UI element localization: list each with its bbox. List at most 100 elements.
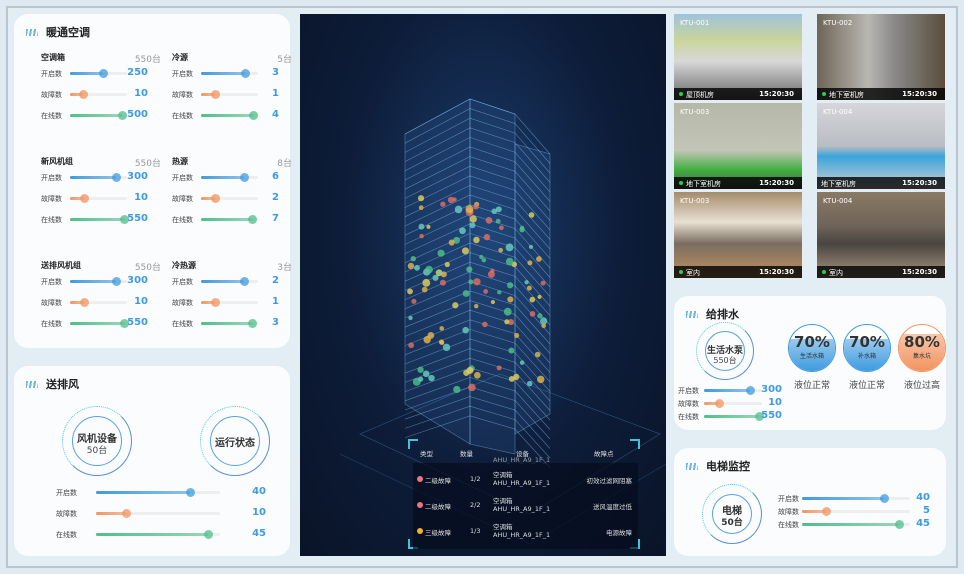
sensor-marker[interactable] [468, 383, 476, 392]
sensor-marker[interactable] [490, 299, 496, 305]
sensor-marker[interactable] [418, 376, 424, 382]
sensor-marker[interactable] [444, 261, 450, 268]
sensor-marker[interactable] [491, 208, 498, 215]
sensor-marker[interactable] [452, 197, 457, 202]
sensor-marker[interactable] [469, 215, 477, 223]
sensor-marker[interactable] [485, 216, 493, 224]
sensor-marker[interactable] [537, 375, 545, 384]
sensor-marker[interactable] [513, 373, 520, 381]
sensor-marker[interactable] [454, 205, 463, 214]
sensor-marker[interactable] [490, 268, 495, 274]
sensor-marker[interactable] [507, 318, 515, 326]
sensor-marker[interactable] [447, 196, 455, 204]
sensor-marker[interactable] [503, 307, 512, 316]
sensor-marker[interactable] [438, 339, 445, 345]
sensor-marker[interactable] [473, 371, 481, 379]
sensor-marker[interactable] [473, 303, 479, 309]
sensor-marker[interactable] [507, 296, 514, 303]
camera-feed[interactable]: KTU-003 地下室机房 15:20:30 [674, 103, 802, 189]
camera-feed[interactable]: KTU-001 屋顶机房 15:20:30 [674, 14, 802, 100]
sensor-marker[interactable] [483, 289, 489, 294]
sensor-marker[interactable] [526, 380, 533, 387]
sensor-marker[interactable] [453, 236, 461, 244]
sensor-marker[interactable] [408, 342, 415, 349]
sensor-marker[interactable] [498, 247, 504, 253]
sensor-marker[interactable] [541, 323, 547, 329]
camera-feed[interactable]: KTU-003 室内 15:20:30 [674, 192, 802, 278]
sensor-marker[interactable] [519, 360, 525, 365]
sensor-marker[interactable] [473, 236, 480, 244]
sensor-marker[interactable] [422, 278, 431, 287]
sensor-marker[interactable] [496, 365, 502, 371]
sensor-marker[interactable] [439, 279, 446, 286]
sensor-marker[interactable] [505, 257, 514, 266]
sensor-marker[interactable] [422, 370, 430, 378]
sensor-marker[interactable] [418, 223, 425, 230]
sensor-marker[interactable] [465, 205, 474, 214]
sensor-marker[interactable] [462, 326, 469, 334]
sensor-marker[interactable] [505, 243, 514, 252]
sensor-marker[interactable] [483, 233, 491, 241]
sensor-marker[interactable] [508, 376, 515, 382]
alarm-row[interactable]: 二级故障 1/2 空调箱 AHU_HR_A9_1F_1 初效过滤网阻塞 [413, 469, 638, 493]
sensor-marker[interactable] [417, 366, 424, 373]
sensor-marker[interactable] [459, 227, 466, 235]
sensor-marker[interactable] [507, 282, 514, 289]
sensor-marker[interactable] [473, 278, 481, 286]
alarm-row[interactable]: 二级故障 2/2 空调箱 AHU_HR_A9_1F_1 送风温度过低 [413, 495, 638, 519]
sensor-marker[interactable] [468, 279, 474, 285]
building-3d-view[interactable]: 类型 数量 设备 故障点 AHU_HR_A9_1F_1 二级故障 1/2 空调箱 AH… [300, 14, 666, 556]
sensor-marker[interactable] [439, 326, 445, 331]
building-model[interactable] [300, 14, 666, 556]
camera-feed[interactable]: KTU-004 地下室机房 15:20:30 [817, 103, 945, 189]
sensor-marker[interactable] [540, 280, 546, 286]
sensor-marker[interactable] [529, 296, 536, 303]
sensor-marker[interactable] [519, 226, 525, 233]
tank-gauge[interactable]: 80% 集水坑 [898, 324, 946, 372]
sensor-marker[interactable] [414, 264, 420, 271]
tank-gauge[interactable]: 70% 补水箱 [843, 324, 891, 372]
tank-gauge[interactable]: 70% 生活水箱 [788, 324, 836, 372]
sensor-marker[interactable] [461, 247, 470, 255]
sensor-marker[interactable] [466, 266, 473, 273]
sensor-marker[interactable] [442, 343, 451, 352]
alarm-row[interactable]: 三级故障 1/3 空调箱 AHU_HR_A9_1F_1 电源故障 [413, 521, 638, 545]
sensor-marker[interactable] [428, 374, 435, 382]
sensor-marker[interactable] [481, 257, 487, 263]
sensor-marker[interactable] [463, 369, 470, 376]
sensor-marker[interactable] [462, 290, 470, 297]
sensor-marker[interactable] [418, 205, 424, 211]
sensor-marker[interactable] [514, 333, 520, 339]
sensor-marker[interactable] [524, 280, 529, 285]
sensor-marker[interactable] [504, 319, 510, 325]
camera-feed[interactable]: KTU-002 地下室机房 15:20:30 [817, 14, 945, 100]
sensor-marker[interactable] [528, 212, 535, 218]
run-status-label[interactable]: 运行状态 [215, 438, 255, 449]
sensor-marker[interactable] [482, 321, 488, 328]
sensor-marker[interactable] [407, 288, 413, 295]
sensor-marker[interactable] [479, 254, 484, 260]
sensor-marker[interactable] [539, 317, 548, 325]
sensor-marker[interactable] [448, 239, 455, 246]
sensor-marker[interactable] [408, 315, 413, 321]
sensor-marker[interactable] [495, 218, 501, 224]
sensor-marker[interactable] [410, 256, 416, 262]
camera-feed[interactable]: KTU-004 室内 15:20:30 [817, 192, 945, 278]
sensor-marker[interactable] [453, 385, 461, 394]
sensor-marker[interactable] [438, 269, 443, 275]
sensor-marker[interactable] [529, 311, 536, 317]
sensor-marker[interactable] [426, 224, 431, 229]
sensor-marker[interactable] [411, 298, 417, 304]
sensor-marker[interactable] [440, 271, 447, 278]
sensor-marker[interactable] [440, 201, 446, 207]
sensor-marker[interactable] [469, 222, 476, 229]
sensor-marker[interactable] [537, 294, 542, 299]
sensor-marker[interactable] [536, 256, 542, 262]
sensor-marker[interactable] [497, 290, 502, 295]
sensor-marker[interactable] [452, 302, 459, 309]
sensor-marker[interactable] [421, 286, 428, 293]
sensor-marker[interactable] [432, 274, 439, 281]
sensor-marker[interactable] [407, 262, 415, 270]
sensor-marker[interactable] [423, 335, 431, 344]
sensor-marker[interactable] [534, 351, 541, 358]
